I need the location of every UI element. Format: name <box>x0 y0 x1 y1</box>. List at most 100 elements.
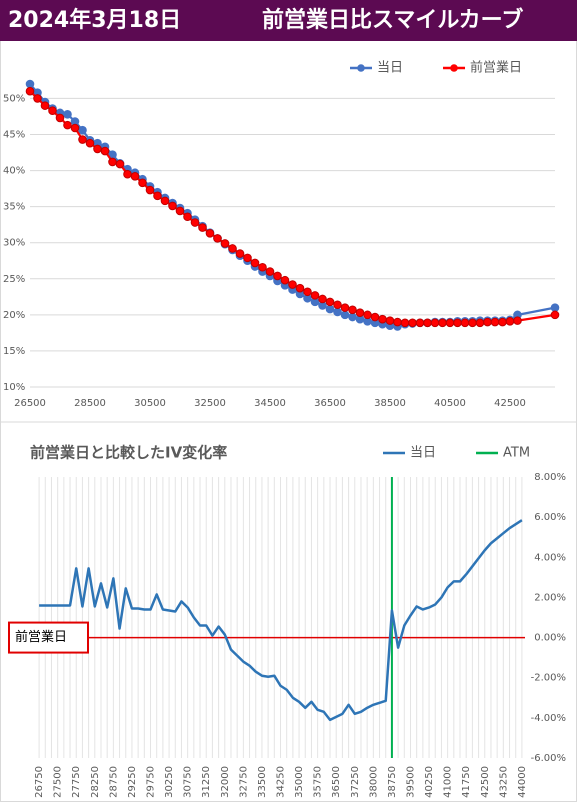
legend-marker <box>450 64 458 72</box>
x-tick-label: 34250 <box>276 766 287 798</box>
x-tick-label: 35750 <box>313 766 324 798</box>
data-point <box>168 201 177 211</box>
y-tick-label: 2.00% <box>534 592 566 603</box>
data-point <box>198 223 207 232</box>
data-point <box>228 244 237 253</box>
data-point <box>310 291 320 300</box>
y-tick-label: 6.00% <box>534 512 566 523</box>
x-tick-label: 38750 <box>387 766 398 798</box>
data-point <box>288 280 297 289</box>
data-point <box>243 253 252 263</box>
x-tick-label: 43250 <box>498 766 509 798</box>
data-point <box>303 287 312 297</box>
x-tick-label: 28500 <box>74 398 106 409</box>
y-tick-label: 15% <box>3 346 25 357</box>
header-date: 2024年3月18日 <box>8 7 181 33</box>
data-point <box>40 101 50 110</box>
data-point <box>145 185 155 195</box>
data-point <box>220 239 230 248</box>
x-tick-label: 31250 <box>201 766 212 798</box>
legend-marker <box>357 64 365 72</box>
data-point <box>48 106 57 115</box>
data-point <box>333 307 342 317</box>
data-point <box>378 314 387 324</box>
x-tick-label: 30500 <box>134 398 166 409</box>
data-point <box>265 267 275 276</box>
data-point <box>505 317 515 326</box>
x-tick-label: 42500 <box>494 398 526 409</box>
data-point <box>235 249 245 258</box>
x-tick-label: 36500 <box>331 766 342 798</box>
x-tick-label: 29750 <box>146 766 157 798</box>
data-point <box>498 317 507 327</box>
data-point <box>93 144 102 154</box>
data-point <box>460 318 470 328</box>
data-point <box>108 157 117 167</box>
y-tick-label: 45% <box>3 130 25 141</box>
y-tick-label: 30% <box>3 238 25 249</box>
data-point <box>348 312 357 322</box>
x-tick-label: 29250 <box>127 766 138 798</box>
x-tick-label: 37250 <box>350 766 361 798</box>
x-tick-label: 38500 <box>374 398 406 409</box>
data-point <box>423 318 432 328</box>
data-point <box>175 206 185 216</box>
data-point <box>63 120 72 130</box>
data-point <box>483 317 492 327</box>
y-tick-label: 50% <box>3 93 25 104</box>
data-point <box>453 318 462 328</box>
data-point <box>445 318 455 328</box>
x-tick-label: 32000 <box>220 766 231 798</box>
x-tick-label: 32500 <box>194 398 226 409</box>
data-point <box>468 318 477 328</box>
data-point <box>70 123 80 133</box>
x-tick-label: 28750 <box>108 766 119 798</box>
data-point <box>100 146 110 156</box>
x-tick-label: 26750 <box>34 766 45 798</box>
data-point <box>190 218 200 227</box>
data-point <box>393 317 402 327</box>
x-tick-label: 33500 <box>257 766 268 798</box>
data-point <box>513 316 522 325</box>
legend-label: 当日 <box>410 446 436 461</box>
x-tick-label: 30750 <box>183 766 194 798</box>
data-point <box>400 318 410 328</box>
data-point <box>318 294 327 304</box>
data-point <box>430 318 440 328</box>
data-point <box>370 312 380 322</box>
x-tick-label: 38000 <box>368 766 379 798</box>
y-tick-label: 4.00% <box>534 552 566 563</box>
data-point <box>273 271 282 281</box>
data-point <box>340 303 350 312</box>
data-point <box>78 135 87 144</box>
y-tick-label: -6.00% <box>531 753 566 764</box>
data-point <box>385 316 395 325</box>
x-tick-label: 36500 <box>314 398 346 409</box>
x-tick-label: 41000 <box>443 766 454 798</box>
series-line <box>39 519 523 722</box>
x-tick-label: 39500 <box>405 766 416 798</box>
x-tick-label: 34500 <box>254 398 286 409</box>
x-tick-label: 40500 <box>434 398 466 409</box>
data-point <box>33 94 42 103</box>
annotation-box <box>8 621 89 654</box>
x-tick-label: 32750 <box>238 766 249 798</box>
y-tick-label: -2.00% <box>531 673 566 684</box>
y-tick-label: 10% <box>3 382 25 393</box>
data-point <box>205 229 215 238</box>
y-tick-label: 8.00% <box>534 472 566 483</box>
x-tick-label: 27750 <box>71 766 82 798</box>
y-tick-label: 40% <box>3 166 25 177</box>
data-point <box>130 172 140 181</box>
data-point <box>325 304 335 314</box>
legend-label: ATM <box>503 446 530 461</box>
data-point <box>355 308 365 317</box>
data-point <box>25 79 35 89</box>
x-tick-label: 40250 <box>424 766 435 798</box>
data-point <box>123 169 132 179</box>
x-tick-label: 41750 <box>461 766 472 798</box>
data-point <box>415 318 425 328</box>
data-point <box>325 297 335 307</box>
data-point <box>333 300 342 310</box>
data-point <box>115 159 125 169</box>
